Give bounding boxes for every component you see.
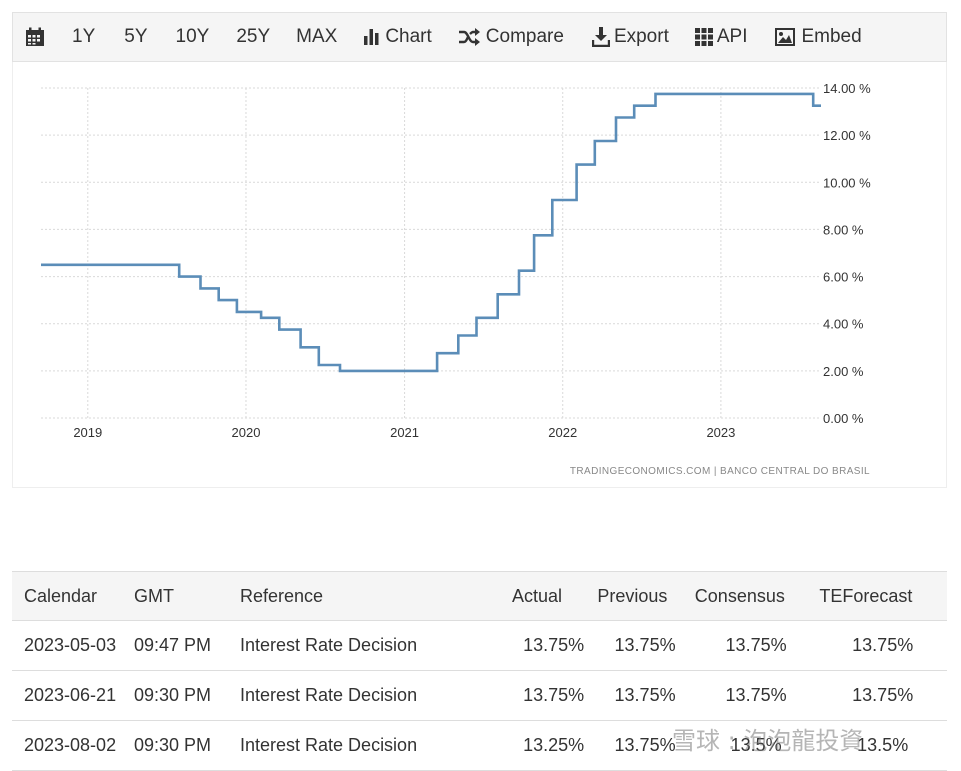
header-reference[interactable]: Reference	[239, 571, 511, 621]
cell-previous: 13.75%	[596, 620, 694, 671]
compare-button[interactable]: Compare	[458, 13, 564, 61]
table-row: 2023-05-03 09:47 PM Interest Rate Decisi…	[12, 620, 947, 671]
shuffle-icon	[458, 28, 480, 46]
header-gmt[interactable]: GMT	[133, 571, 239, 621]
cell-gmt: 09:47 PM	[133, 620, 239, 671]
cell-actual: 13.75%	[511, 620, 597, 671]
x-tick-label: 2021	[390, 425, 419, 440]
embed-button[interactable]: Embed	[775, 13, 862, 61]
export-button-label: Export	[613, 26, 669, 47]
cell-previous: 13.75%	[596, 720, 694, 771]
y-tick-label: 10.00 %	[823, 175, 871, 190]
y-tick-label: 12.00 %	[823, 128, 871, 143]
api-button[interactable]: API	[694, 13, 748, 61]
cell-teforecast: 13.5%	[818, 720, 947, 771]
y-tick-label: 8.00 %	[823, 222, 864, 237]
cell-actual: 13.75%	[511, 670, 597, 721]
cell-consensus: 13.75%	[693, 620, 819, 671]
cell-teforecast: 13.75%	[818, 670, 947, 721]
calendar-table: Calendar GMT Reference Actual Previous C…	[12, 571, 947, 771]
chart-button[interactable]: Chart	[363, 13, 432, 61]
table-row: 2023-06-21 09:30 PM Interest Rate Decisi…	[12, 670, 947, 721]
x-tick-label: 2020	[232, 425, 261, 440]
cell-reference[interactable]: Interest Rate Decision	[239, 670, 511, 721]
cell-consensus: 13.75%	[693, 670, 819, 721]
chart-button-label: Chart	[385, 26, 432, 47]
cell-gmt: 09:30 PM	[133, 670, 239, 721]
table-header-row: Calendar GMT Reference Actual Previous C…	[12, 571, 947, 621]
series-line	[41, 92, 821, 373]
x-tick-label: 2019	[73, 425, 102, 440]
y-tick-label: 14.00 %	[823, 81, 871, 96]
cell-actual: 13.25%	[511, 720, 597, 771]
cell-reference[interactable]: Interest Rate Decision	[239, 720, 511, 771]
cell-consensus: 13.5%	[693, 720, 819, 771]
chart-panel: 14.00 % 12.00 % 10.00 % 8.00 % 6.00 % 4.00 % 2…	[12, 62, 947, 488]
table-row: 2023-08-02 09:30 PM Interest Rate Decisi…	[12, 720, 947, 771]
export-button[interactable]: Export	[591, 13, 669, 61]
range-10y-button[interactable]: 10Y	[175, 26, 210, 47]
cell-reference[interactable]: Interest Rate Decision	[239, 620, 511, 671]
y-tick-label: 2.00 %	[823, 364, 864, 379]
header-calendar[interactable]: Calendar	[12, 571, 133, 621]
header-consensus[interactable]: Consensus	[693, 571, 819, 621]
cell-previous: 13.75%	[596, 670, 694, 721]
calendar-button[interactable]	[25, 13, 45, 61]
chart-toolbar: 1Y 5Y 10Y 25Y MAX Chart Compare Export	[12, 12, 947, 62]
cell-date: 2023-05-03	[12, 620, 133, 671]
interest-rate-chart: 14.00 % 12.00 % 10.00 % 8.00 % 6.00 % 4.00 % 2…	[41, 81, 871, 477]
bar-chart-icon	[364, 29, 379, 45]
image-icon	[775, 28, 796, 46]
compare-button-label: Compare	[485, 26, 564, 47]
header-actual[interactable]: Actual	[511, 571, 597, 621]
x-tick-label: 2022	[548, 425, 577, 440]
y-tick-label: 4.00 %	[823, 317, 864, 332]
range-max-button[interactable]: MAX	[296, 26, 338, 47]
cell-teforecast: 13.75%	[818, 620, 947, 671]
header-previous[interactable]: Previous	[596, 571, 694, 621]
range-1y-button[interactable]: 1Y	[72, 26, 96, 47]
y-tick-label: 6.00 %	[823, 270, 864, 285]
source-credit: TRADINGECONOMICS.COM | BANCO CENTRAL DO …	[570, 466, 870, 477]
y-tick-label: 0.00 %	[823, 411, 864, 426]
cell-date: 2023-06-21	[12, 670, 133, 721]
cell-gmt: 09:30 PM	[133, 720, 239, 771]
cell-date: 2023-08-02	[12, 720, 133, 771]
range-25y-button[interactable]: 25Y	[236, 26, 271, 47]
calendar-icon	[26, 27, 44, 46]
download-icon	[591, 27, 610, 47]
api-button-label: API	[716, 26, 748, 47]
header-teforecast[interactable]: TEForecast	[818, 571, 947, 621]
x-tick-label: 2023	[706, 425, 735, 440]
embed-button-label: Embed	[801, 26, 862, 47]
grid-icon	[694, 28, 713, 46]
range-5y-button[interactable]: 5Y	[124, 26, 148, 47]
